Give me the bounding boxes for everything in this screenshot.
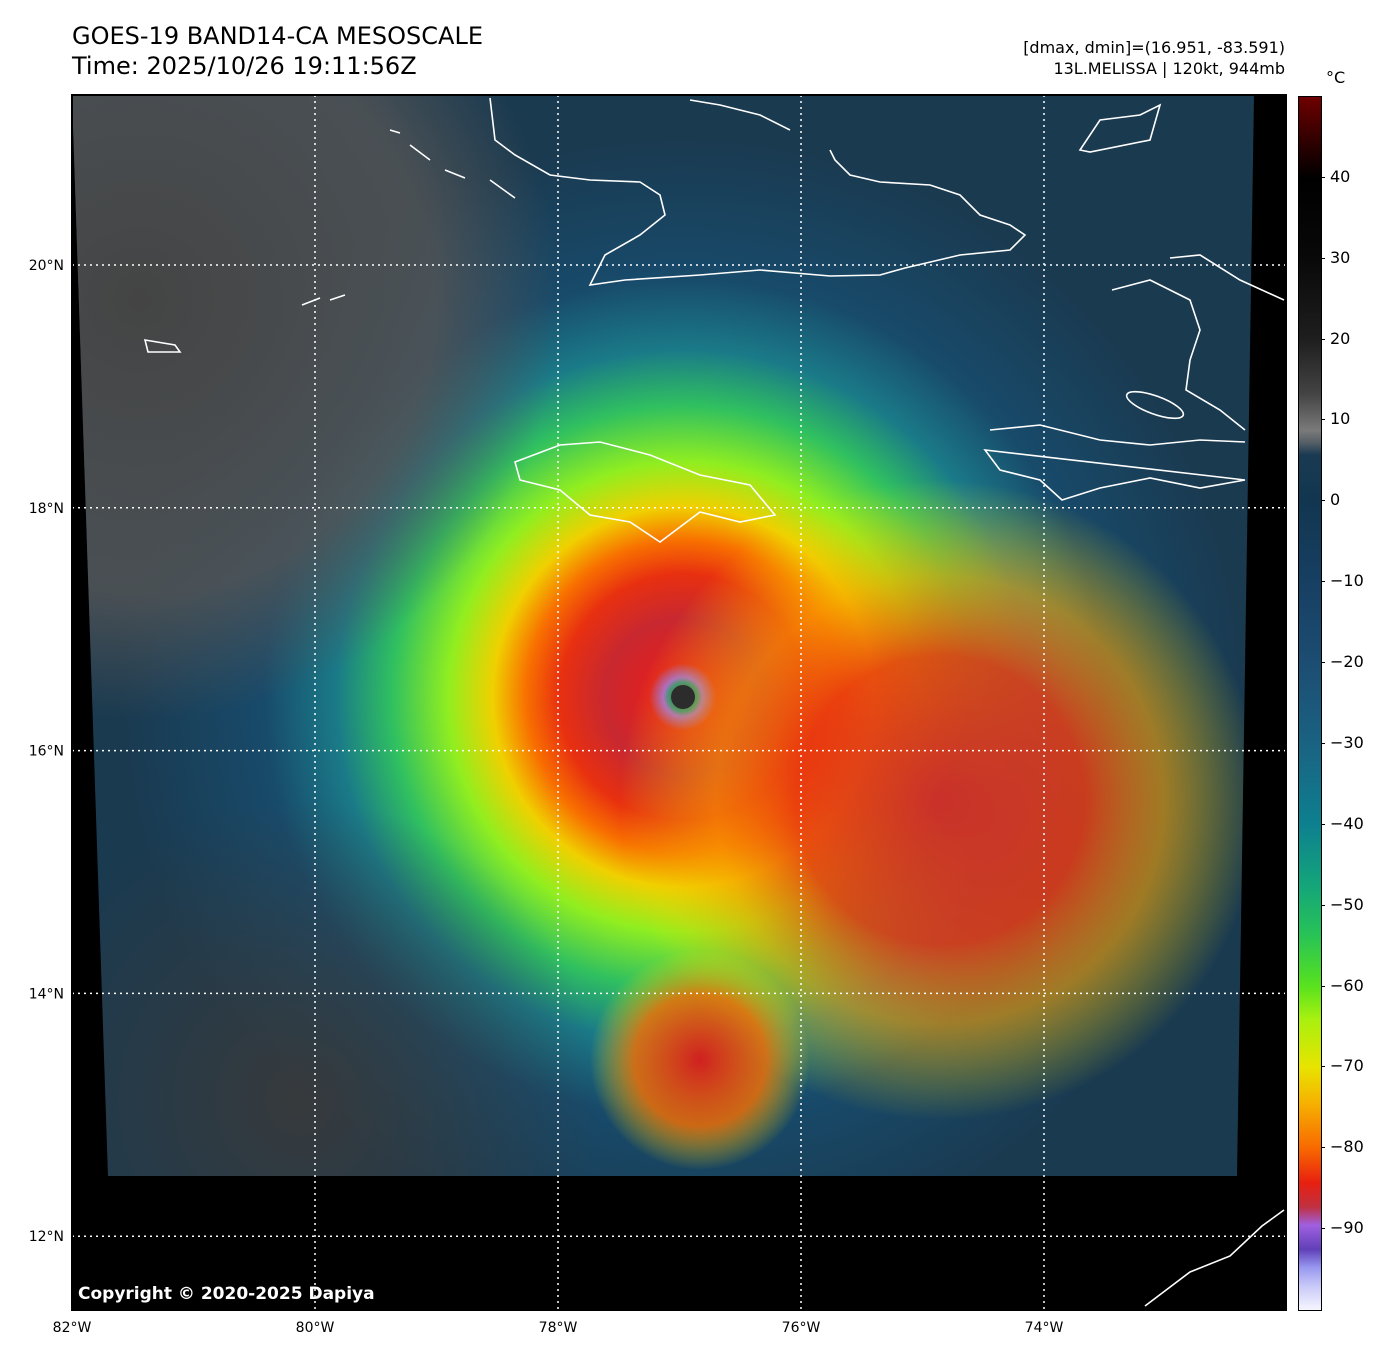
graticule bbox=[72, 95, 1286, 1310]
colorbar-tick bbox=[1321, 1228, 1325, 1230]
lat-tick-label: 18°N bbox=[29, 501, 64, 517]
cuba-north-coast bbox=[689, 99, 791, 131]
colorbar-tick bbox=[1321, 1066, 1325, 1068]
lon-tick-label: 76°W bbox=[782, 1320, 821, 1336]
colorbar-tick bbox=[1321, 176, 1325, 178]
colorbar-tick-label: 40 bbox=[1330, 166, 1351, 186]
colorbar-tick-label: 20 bbox=[1330, 328, 1351, 348]
colorbar-tick-label: −70 bbox=[1330, 1056, 1364, 1076]
lon-tick-label: 74°W bbox=[1025, 1320, 1064, 1336]
colorbar-tick bbox=[1321, 904, 1325, 906]
haiti-north-coast bbox=[1169, 254, 1285, 301]
cuba-coast bbox=[489, 97, 1027, 287]
colorbar-tick-label: −20 bbox=[1330, 652, 1364, 672]
colorbar-tick bbox=[1321, 662, 1325, 664]
colombia-coast bbox=[1144, 1209, 1285, 1307]
jamaica-coast bbox=[514, 441, 777, 543]
convection-south bbox=[72, 95, 1254, 1176]
colorbar-tick bbox=[1321, 419, 1325, 421]
colorbar-tick bbox=[1321, 742, 1325, 744]
colorbar-unit: °C bbox=[1326, 68, 1346, 87]
cayman-island bbox=[143, 339, 182, 353]
gonave-island bbox=[1125, 390, 1185, 420]
colorbar-tick-label: −10 bbox=[1330, 571, 1364, 591]
lon-tick-label: 78°W bbox=[539, 1320, 578, 1336]
colorbar-tick bbox=[1321, 500, 1325, 502]
coastlines bbox=[143, 97, 1285, 1307]
lat-tick-label: 12°N bbox=[29, 1229, 64, 1245]
colorbar-tick-label: −50 bbox=[1330, 894, 1364, 914]
colorbar-tick-label: −40 bbox=[1330, 813, 1364, 833]
isle-of-youth bbox=[301, 294, 346, 306]
colorbar-tick bbox=[1321, 257, 1325, 259]
colorbar-tick bbox=[1321, 338, 1325, 340]
lon-tick-label: 82°W bbox=[53, 1320, 92, 1336]
cuba-keys bbox=[389, 129, 516, 199]
lat-tick-label: 16°N bbox=[29, 744, 64, 760]
colorbar-tick-label: 10 bbox=[1330, 409, 1351, 429]
colorbar-tick bbox=[1321, 1147, 1325, 1149]
map-frame bbox=[71, 94, 1287, 1311]
chart-title: GOES-19 BAND14-CA MESOSCALE bbox=[72, 22, 483, 50]
lat-tick-label: 20°N bbox=[29, 258, 64, 274]
colorbar bbox=[1298, 96, 1322, 1311]
hispaniola-coast bbox=[983, 424, 1246, 501]
hurricane-eye bbox=[671, 685, 695, 709]
lon-tick-label: 80°W bbox=[296, 1320, 335, 1336]
lat-tick-label: 14°N bbox=[29, 986, 64, 1002]
colorbar-tick bbox=[1321, 823, 1325, 825]
colorbar-tick-label: 30 bbox=[1330, 247, 1351, 267]
colorbar-tick-label: −90 bbox=[1330, 1218, 1364, 1238]
colorbar-tick-label: −30 bbox=[1330, 732, 1364, 752]
bahamas-island bbox=[1078, 103, 1162, 153]
haiti-peninsula-coast bbox=[1111, 279, 1246, 431]
colorbar-tick bbox=[1321, 581, 1325, 583]
chart-time: Time: 2025/10/26 19:11:56Z bbox=[72, 52, 417, 80]
colorbar-tick bbox=[1321, 985, 1325, 987]
colorbar-tick-label: −80 bbox=[1330, 1137, 1364, 1157]
colorbar-tick-label: 0 bbox=[1330, 490, 1341, 510]
storm-info: 13L.MELISSA | 120kt, 944mb bbox=[1053, 59, 1285, 78]
colorbar-tick-label: −60 bbox=[1330, 975, 1364, 995]
copyright-text: Copyright © 2020-2025 Dapiya bbox=[78, 1284, 375, 1304]
dmax-dmin-readout: [dmax, dmin]=(16.951, -83.591) bbox=[1023, 38, 1285, 57]
